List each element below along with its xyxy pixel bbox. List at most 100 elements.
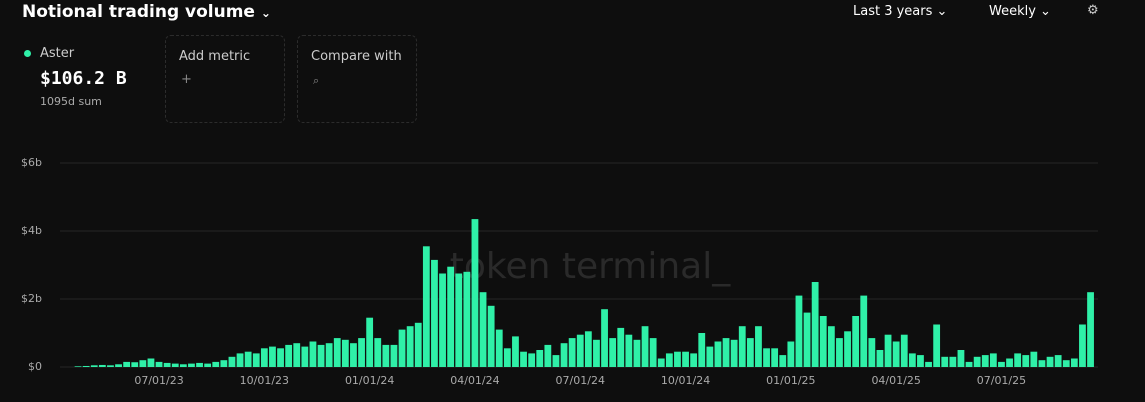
- legend-dot: [24, 50, 31, 57]
- bar: [552, 355, 560, 367]
- bar: [358, 338, 365, 367]
- bar: [260, 348, 268, 367]
- legend-name: Aster: [40, 46, 75, 61]
- bar: [188, 363, 195, 367]
- bar: [998, 361, 1005, 367]
- bar: [179, 364, 187, 367]
- bar: [439, 273, 446, 367]
- bar: [827, 326, 835, 367]
- compare-label: Compare with: [311, 49, 402, 64]
- bar: [617, 327, 625, 367]
- settings[interactable]: ⚙: [1087, 3, 1099, 18]
- bar: [722, 338, 730, 367]
- bar: [277, 348, 284, 367]
- bar: [949, 356, 957, 367]
- interval-text: Weekly: [989, 4, 1036, 19]
- compare[interactable]: Compare with ⌕: [297, 35, 417, 123]
- bar: [431, 259, 438, 367]
- bar: [374, 338, 382, 367]
- bar: [884, 334, 892, 367]
- bar: [1030, 351, 1038, 367]
- bar: [82, 365, 90, 367]
- y-tick-label: $4b: [21, 224, 42, 237]
- bar: [212, 361, 220, 367]
- bar: [925, 361, 932, 367]
- total: $106.2 B: [40, 68, 127, 89]
- x-tick-label: 07/01/25: [977, 374, 1026, 387]
- bar: [1070, 358, 1078, 367]
- bar: [795, 295, 803, 367]
- bar: [1038, 360, 1046, 367]
- bar: [1087, 292, 1094, 367]
- bar: [973, 356, 981, 367]
- bar: [301, 346, 309, 367]
- bar: [325, 343, 333, 367]
- bar: [698, 333, 706, 367]
- bar: [512, 336, 519, 367]
- bar: [147, 358, 155, 367]
- bar: [536, 350, 544, 367]
- range-select[interactable]: Last 3 years ⌄: [853, 4, 948, 19]
- bar: [447, 266, 455, 367]
- bar: [593, 339, 600, 367]
- bar: [544, 344, 552, 367]
- bar: [746, 338, 754, 367]
- bar: [819, 316, 827, 367]
- x-tick-label: 04/01/24: [450, 374, 499, 387]
- bar: [560, 343, 568, 367]
- bar: [706, 346, 714, 367]
- bar: [917, 355, 924, 367]
- bar: [74, 366, 82, 367]
- x-tick-label: 01/01/25: [766, 374, 815, 387]
- bar: [171, 363, 179, 367]
- bar: [657, 358, 665, 367]
- x-tick-label: 10/01/24: [661, 374, 710, 387]
- bar: [204, 363, 212, 367]
- bar: [252, 353, 260, 367]
- bar: [115, 364, 122, 367]
- bar: [674, 351, 681, 367]
- title-text: Notional trading volume: [22, 2, 255, 22]
- title[interactable]: Notional trading volume ⌄: [22, 2, 271, 22]
- bar: [487, 305, 495, 367]
- interval-select[interactable]: Weekly ⌄: [989, 4, 1051, 19]
- bar: [933, 324, 941, 367]
- x-tick-label: 01/01/24: [345, 374, 394, 387]
- bar: [892, 341, 900, 367]
- bar: [755, 326, 762, 367]
- bar: [803, 312, 811, 367]
- range-text: Last 3 years: [853, 4, 933, 19]
- bar: [293, 343, 301, 367]
- bar: [771, 348, 779, 367]
- bar: [220, 360, 228, 367]
- add-metric[interactable]: Add metric +: [165, 35, 285, 123]
- bar: [285, 344, 293, 367]
- bar: [576, 334, 584, 367]
- bar: [665, 353, 673, 367]
- bar: [333, 338, 341, 367]
- bar: [568, 338, 576, 367]
- bar: [860, 295, 868, 367]
- bar: [471, 219, 479, 367]
- bar: [989, 353, 997, 367]
- bar: [981, 355, 989, 367]
- bar: [382, 344, 390, 367]
- bar: [957, 350, 965, 367]
- x-tick-label: 07/01/23: [134, 374, 183, 387]
- bar: [1046, 356, 1054, 367]
- watermark: token terminal_: [450, 246, 731, 287]
- bar: [1022, 355, 1030, 367]
- bar: [649, 338, 657, 367]
- bar: [730, 339, 738, 367]
- add-icon: +: [181, 72, 192, 87]
- bar: [601, 309, 608, 367]
- bar: [779, 355, 787, 367]
- bar: [107, 365, 114, 367]
- bar: [787, 341, 795, 367]
- bar: [269, 346, 276, 367]
- bar: [682, 351, 689, 367]
- bar: [366, 317, 374, 367]
- y-tick-label: $2b: [21, 292, 42, 305]
- bar: [1054, 355, 1062, 367]
